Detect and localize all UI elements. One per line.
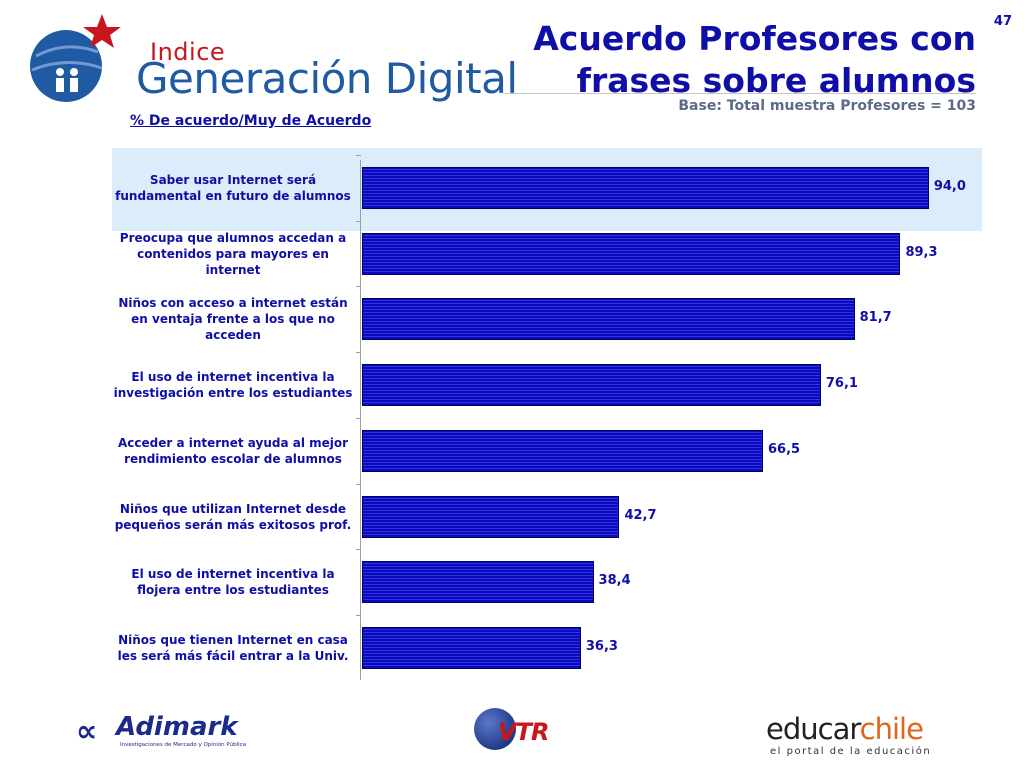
adimark-logo: ∝ Adimark Investigaciones de Mercado y O… [76, 706, 246, 756]
base-subtitle: Base: Total muestra Profesores = 103 [678, 98, 976, 114]
bar [362, 167, 929, 209]
page-title: Acuerdo Profesores con frases sobre alum… [533, 18, 976, 102]
axis-tick [356, 286, 361, 288]
adimark-mark-icon: ∝ [76, 714, 98, 749]
axis-tick [356, 417, 361, 419]
vtr-globe-icon [474, 708, 516, 750]
vtr-logo: VTR [452, 706, 572, 756]
title-line-2: frases sobre alumnos [576, 61, 976, 100]
logo-main-text: Generación Digital [136, 54, 518, 103]
logo-index-text: Indice [150, 38, 226, 66]
adimark-tagline: Investigaciones de Mercado y Opinión Púb… [120, 742, 247, 748]
bar [362, 232, 901, 275]
axis-tick [356, 483, 361, 485]
bar [362, 429, 763, 472]
data-label: 76,1 [825, 376, 858, 392]
page-number: 47 [993, 14, 1012, 29]
data-label: 66,5 [767, 441, 801, 457]
category-label: Niños con acceso a internet están en ven… [118, 296, 348, 343]
indice-generacion-digital-logo: Indice Generación Digital [22, 12, 518, 104]
globe-star-icon [30, 14, 121, 102]
axis-tick [356, 155, 361, 156]
educar-text: educar [766, 712, 861, 746]
bar [362, 561, 594, 604]
adimark-name: Adimark [116, 712, 238, 742]
title-divider [503, 93, 976, 94]
category-label: Saber usar Internet será fundamental en … [115, 173, 351, 203]
chile-text: chile [859, 712, 924, 746]
bar [362, 298, 855, 341]
data-label: 36,3 [585, 638, 618, 654]
axis-tick [356, 614, 361, 616]
educarchile-logo: educarchile el portal de la educación [766, 712, 966, 762]
category-label: El uso de internet incentiva la investig… [113, 370, 353, 401]
axis-tick [356, 220, 361, 222]
category-label: Acceder a internet ayuda al mejor rendim… [117, 435, 349, 466]
data-label: 38,4 [598, 573, 631, 589]
axis-tick [356, 549, 361, 551]
educarchile-name: educarchile [766, 712, 924, 746]
bar [362, 495, 620, 538]
data-label: 42,7 [624, 507, 657, 523]
vtr-name: VTR [498, 718, 549, 746]
category-label: Niños que tienen Internet en casa les se… [117, 632, 349, 663]
data-label: 81,7 [859, 310, 892, 326]
category-label: Preocupa que alumnos accedan a contenido… [119, 230, 347, 277]
data-label: 94,0 [933, 179, 966, 194]
measure-label: % De acuerdo/Muy de Acuerdo [130, 113, 372, 129]
educarchile-tagline: el portal de la educación [770, 746, 932, 757]
category-label: Niños que utilizan Internet desde pequeñ… [114, 501, 352, 532]
data-label: 89,3 [905, 244, 938, 260]
category-axis [360, 160, 361, 680]
bar [362, 626, 581, 669]
bar [362, 364, 821, 407]
title-line-1: Acuerdo Profesores con [533, 19, 976, 58]
category-label: El uso de internet incentiva la flojera … [131, 567, 335, 598]
axis-tick [356, 352, 361, 354]
